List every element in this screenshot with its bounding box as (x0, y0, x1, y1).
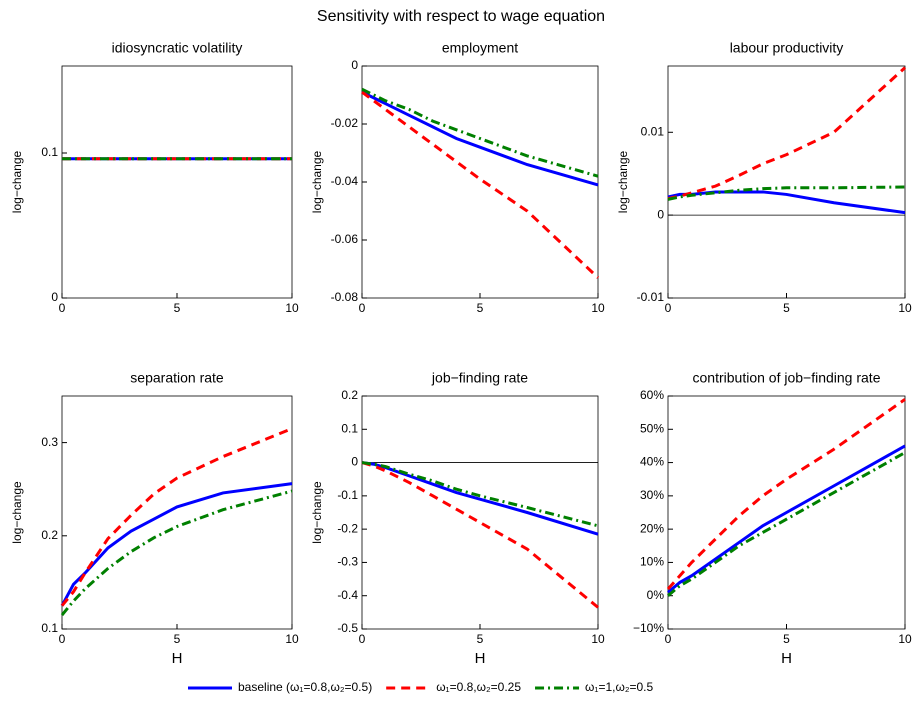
x-tick-label: 5 (477, 301, 484, 315)
legend-label: baseline (ω₁=0.8,ω₂=0.5) (238, 680, 372, 694)
y-tick-label: 20% (640, 521, 664, 535)
y-tick-label: -0.04 (331, 174, 359, 188)
x-tick-label: 10 (898, 632, 912, 646)
series-line (361, 90, 599, 187)
y-tick-label: 0.1 (41, 621, 58, 635)
subplot-title: job−finding rate (431, 370, 528, 386)
y-tick-label: -0.06 (331, 232, 359, 246)
y-tick-label: 60% (640, 388, 664, 402)
series-line (361, 87, 599, 178)
x-tick-label: 5 (783, 301, 790, 315)
series-line (667, 444, 906, 594)
y-tick-label: 30% (640, 488, 664, 502)
x-tick-label: 0 (665, 632, 672, 646)
y-axis-label: log−change (10, 481, 24, 544)
x-tick-label: 10 (591, 632, 605, 646)
legend-label: ω₁=0.8,ω₂=0.25 (436, 680, 521, 694)
subplot-title: idiosyncratic volatility (112, 40, 243, 56)
series-line (666, 398, 906, 591)
x-axis-label: H (781, 650, 792, 667)
series-line (361, 90, 600, 279)
axes-box (361, 65, 599, 299)
y-axis-label: log−change (10, 150, 24, 213)
x-tick-label: 0 (59, 301, 66, 315)
x-tick-label: 5 (783, 632, 790, 646)
y-tick-label: 40% (640, 455, 664, 469)
figure-title: Sensitivity with respect to wage equatio… (317, 8, 605, 25)
subplot-title: labour productivity (730, 40, 844, 56)
y-tick-label: 0% (647, 588, 665, 602)
y-tick-label: 0.2 (341, 388, 358, 402)
y-tick-label: 0 (657, 207, 664, 221)
x-axis-label: H (172, 650, 183, 667)
series-line (60, 489, 293, 616)
series-line (361, 461, 599, 609)
series-line (60, 482, 293, 607)
legend-label: ω₁=1,ω₂=0.5 (585, 680, 653, 694)
subplot-title: contribution of job−finding rate (693, 370, 881, 386)
y-tick-label: −10% (633, 621, 664, 635)
subplot-title: separation rate (130, 370, 224, 386)
y-tick-label: 50% (640, 421, 664, 435)
y-tick-label: 0.2 (41, 528, 58, 542)
x-tick-label: 0 (359, 632, 366, 646)
x-tick-label: 5 (477, 632, 484, 646)
y-tick-label: 0.01 (641, 124, 665, 138)
axes-box (361, 395, 599, 630)
y-axis-label: log−change (616, 150, 630, 213)
x-tick-label: 5 (174, 632, 181, 646)
y-tick-label: 0.1 (341, 421, 358, 435)
series-line (667, 451, 906, 597)
axes-box (61, 395, 293, 630)
x-tick-label: 10 (285, 301, 299, 315)
y-tick-label: 0 (351, 58, 358, 72)
series-line (667, 190, 906, 215)
x-tick-label: 0 (59, 632, 66, 646)
y-tick-label: 0.3 (41, 435, 58, 449)
x-tick-label: 10 (898, 301, 912, 315)
y-axis-label: log−change (310, 481, 324, 544)
y-tick-label: -0.4 (337, 588, 358, 602)
x-axis-label: H (475, 650, 486, 667)
y-tick-label: 0 (51, 290, 58, 304)
series-line (361, 461, 599, 528)
y-tick-label: -0.5 (337, 621, 358, 635)
x-tick-label: 10 (591, 301, 605, 315)
series-line (60, 427, 293, 607)
series-line (361, 461, 599, 536)
y-tick-label: -0.3 (337, 555, 358, 569)
y-tick-label: -0.02 (331, 116, 359, 130)
y-tick-label: -0.08 (331, 290, 359, 304)
x-tick-label: 0 (665, 301, 672, 315)
series-line (667, 66, 907, 201)
y-tick-label: 0 (351, 455, 358, 469)
y-tick-label: 10% (640, 555, 664, 569)
x-tick-label: 10 (285, 632, 299, 646)
y-tick-label: -0.2 (337, 521, 358, 535)
y-axis-label: log−change (310, 150, 324, 213)
axes-box (61, 65, 293, 299)
subplot-title: employment (442, 40, 518, 56)
x-tick-label: 0 (359, 301, 366, 315)
y-tick-label: 0.1 (41, 145, 58, 159)
series-line (667, 185, 906, 201)
y-tick-label: -0.01 (637, 290, 665, 304)
x-tick-label: 5 (174, 301, 181, 315)
y-tick-label: -0.1 (337, 488, 358, 502)
